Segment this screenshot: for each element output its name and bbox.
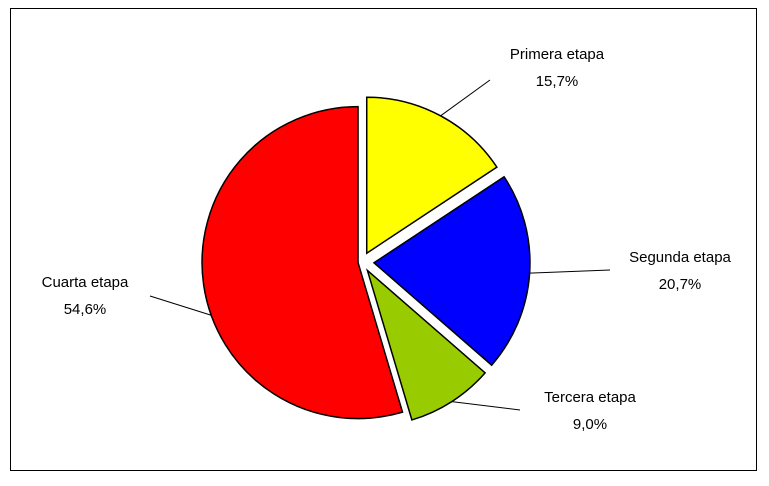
slice-value-label: 54,6% — [64, 301, 107, 318]
slice-label: Cuarta etapa — [42, 274, 129, 291]
pie-slice — [372, 175, 531, 367]
leader-line — [149, 295, 212, 316]
slice-label: Primera etapa — [510, 46, 605, 63]
leader-line — [529, 269, 611, 274]
pie-slice — [365, 268, 487, 421]
slice-label: Tercera etapa — [544, 389, 636, 406]
slice-value-label: 15,7% — [536, 73, 579, 90]
slice-value-label: 9,0% — [573, 416, 607, 433]
pie-slice — [365, 96, 498, 255]
slice-label: Segunda etapa — [629, 249, 731, 266]
leader-line — [451, 401, 521, 411]
slice-value-label: 20,7% — [659, 276, 702, 293]
leader-line — [440, 79, 491, 117]
pie-slice — [201, 105, 404, 420]
